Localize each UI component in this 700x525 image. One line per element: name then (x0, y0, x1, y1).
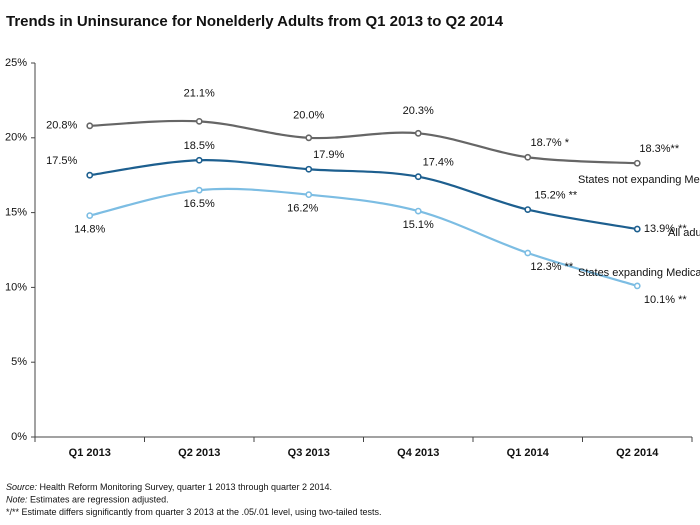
footnote-label: Note: (6, 495, 28, 505)
footnote-text: Health Reform Monitoring Survey, quarter… (37, 482, 332, 492)
series-label: States expanding Medicaid (578, 267, 700, 279)
series-line (89, 119, 638, 165)
y-tick-label: 15% (5, 207, 27, 219)
value-label: 13.9% ** (644, 223, 688, 235)
data-point (414, 173, 422, 181)
series-label: All adults (668, 227, 700, 239)
value-label: 18.7% * (530, 137, 569, 149)
x-tick-label: Q1 2013 (69, 447, 111, 459)
series-line (89, 187, 638, 287)
data-point (195, 156, 203, 164)
value-label: 20.3% (403, 105, 434, 117)
value-label: 15.2% ** (534, 190, 578, 202)
data-point (633, 159, 641, 167)
y-tick-label: 10% (5, 281, 27, 293)
chart-title: Trends in Uninsurance for Nonelderly Adu… (6, 13, 504, 30)
value-label: 12.3% ** (530, 261, 574, 273)
data-point (633, 282, 641, 290)
data-point (524, 249, 532, 257)
data-point (86, 171, 94, 179)
data-point (414, 207, 422, 215)
x-tick-label: Q4 2013 (397, 447, 439, 459)
y-tick-label: 5% (11, 356, 27, 368)
footnote: */** Estimate differs significantly from… (6, 507, 382, 517)
value-label: 16.5% (184, 198, 215, 210)
data-point (305, 134, 313, 142)
footnote-label: */** (6, 507, 20, 517)
x-tick-label: Q2 2013 (178, 447, 220, 459)
value-label: 14.8% (74, 223, 105, 235)
footnote-label: Source: (6, 482, 38, 492)
y-tick-label: 0% (11, 431, 27, 443)
series-label: States not expanding Medicaid (578, 174, 700, 186)
data-point (86, 212, 94, 219)
data-point (414, 129, 422, 137)
value-label: 21.1% (184, 87, 215, 99)
series-line (89, 159, 638, 231)
value-label: 20.8% (46, 120, 77, 132)
value-label: 20.0% (293, 110, 324, 122)
value-label: 17.9% (313, 149, 344, 161)
footnote-text: Estimates are regression adjusted. (28, 495, 169, 505)
y-tick-label: 25% (5, 57, 27, 69)
value-label: 18.3%** (639, 143, 679, 155)
y-tick-label: 20% (5, 132, 27, 144)
data-point (524, 153, 532, 161)
data-point (305, 191, 313, 199)
data-point (195, 117, 203, 125)
footnote-text: Estimate differs significantly from quar… (19, 507, 382, 517)
data-point (305, 165, 313, 173)
data-point (195, 186, 203, 194)
value-label: 17.5% (46, 155, 77, 167)
value-label: 15.1% (403, 219, 434, 231)
footnote: Note: Estimates are regression adjusted. (6, 495, 169, 505)
value-label: 18.5% (184, 140, 215, 152)
value-label: 16.2% (287, 203, 318, 215)
x-tick-label: Q3 2013 (288, 447, 330, 459)
x-tick-label: Q1 2014 (507, 447, 550, 459)
value-label: 17.4% (423, 157, 454, 169)
data-point (86, 122, 94, 130)
data-point (524, 206, 532, 214)
value-label: 10.1% ** (644, 294, 688, 306)
footnote: Source: Health Reform Monitoring Survey,… (6, 482, 332, 492)
x-tick-label: Q2 2014 (616, 447, 659, 459)
data-point (633, 225, 641, 233)
